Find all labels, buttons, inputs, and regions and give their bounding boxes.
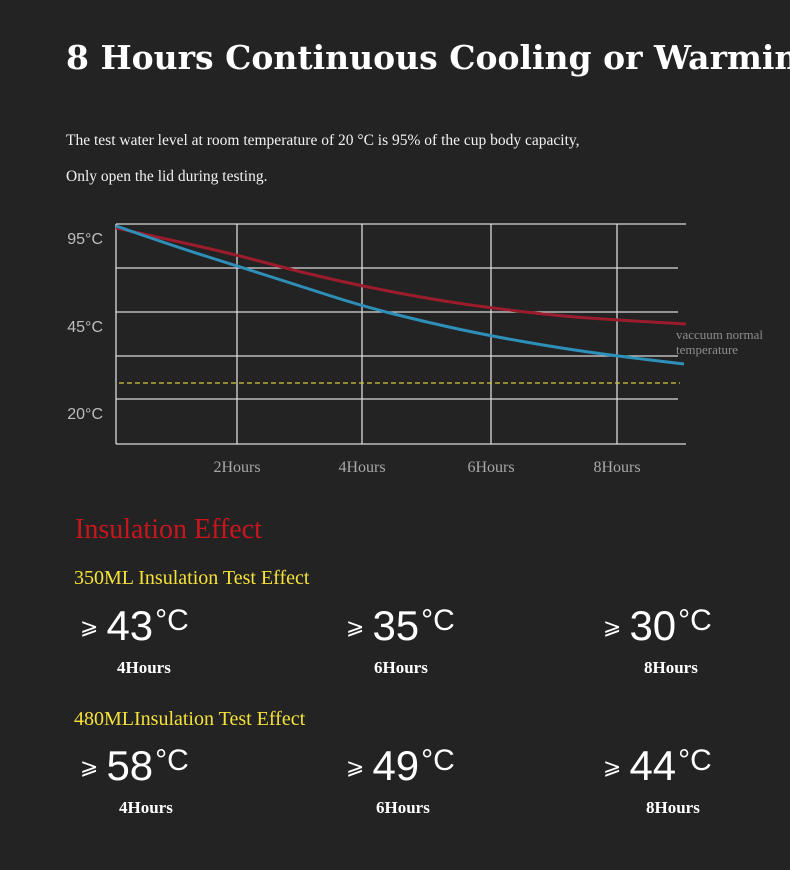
- annotation-label: vaccuum normal: [676, 327, 763, 342]
- reading-350ml-6h: ⩾ 35 °C 6Hours: [346, 602, 506, 678]
- reading-value: 49: [372, 742, 420, 789]
- reading-480ml-6h: ⩾ 49 °C 6Hours: [346, 742, 506, 818]
- group-title-350ml: 350ML Insulation Test Effect: [74, 567, 310, 589]
- y-tick-label: 20°C: [67, 406, 103, 423]
- series-line-cool: [115, 224, 685, 366]
- reading-value: 44: [629, 742, 677, 789]
- x-tick-label: 2Hours: [213, 459, 260, 476]
- annotation-label: temperature: [676, 342, 738, 357]
- reading-unit: °C: [678, 744, 712, 777]
- chart-series: [115, 224, 687, 384]
- x-tick-label: 8Hours: [593, 459, 640, 476]
- y-tick-label: 95°C: [67, 231, 103, 248]
- greater-equal-icon: ⩾: [603, 755, 622, 780]
- series-line-warm: [115, 226, 687, 326]
- reading-480ml-4h: ⩾ 58 °C 4Hours: [80, 742, 240, 818]
- reading-time: 4Hours: [119, 798, 173, 817]
- x-tick-label: 6Hours: [467, 459, 514, 476]
- chart-grid: [115, 223, 686, 445]
- reading-time: 6Hours: [376, 798, 430, 817]
- reading-value: 35: [372, 602, 420, 649]
- greater-equal-icon: ⩾: [80, 755, 99, 780]
- reading-time: 8Hours: [646, 798, 700, 817]
- reading-unit: °C: [678, 604, 712, 637]
- description-line-2: Only open the lid during testing.: [66, 168, 268, 185]
- greater-equal-icon: ⩾: [603, 615, 622, 640]
- reading-value: 43: [106, 602, 154, 649]
- x-axis-ticks: 2Hours 4Hours 6Hours 8Hours: [213, 459, 640, 476]
- reading-unit: °C: [155, 744, 189, 777]
- reading-time: 8Hours: [644, 658, 698, 677]
- description-line-1: The test water level at room temperature…: [66, 132, 580, 149]
- temperature-chart: 95°C 45°C 20°C 2Hours 4Hours 6Hours 8Hours va…: [67, 223, 763, 476]
- greater-equal-icon: ⩾: [80, 615, 99, 640]
- reading-value: 30: [629, 602, 677, 649]
- reading-unit: °C: [421, 744, 455, 777]
- reading-unit: °C: [155, 604, 189, 637]
- reading-350ml-8h: ⩾ 30 °C 8Hours: [603, 602, 763, 678]
- reading-time: 4Hours: [117, 658, 171, 677]
- y-axis-ticks: 95°C 45°C 20°C: [67, 231, 103, 423]
- reading-time: 6Hours: [374, 658, 428, 677]
- x-tick-label: 4Hours: [338, 459, 385, 476]
- reading-350ml-4h: ⩾ 43 °C 4Hours: [80, 602, 240, 678]
- reading-value: 58: [106, 742, 154, 789]
- reading-unit: °C: [421, 604, 455, 637]
- insulation-section-title: Insulation Effect: [75, 514, 262, 545]
- reading-480ml-8h: ⩾ 44 °C 8Hours: [603, 742, 763, 818]
- group-title-480ml: 480MLInsulation Test Effect: [74, 708, 306, 730]
- page-title: 8 Hours Continuous Cooling or Warming: [66, 38, 790, 77]
- greater-equal-icon: ⩾: [346, 615, 365, 640]
- y-tick-label: 45°C: [67, 319, 103, 336]
- greater-equal-icon: ⩾: [346, 755, 365, 780]
